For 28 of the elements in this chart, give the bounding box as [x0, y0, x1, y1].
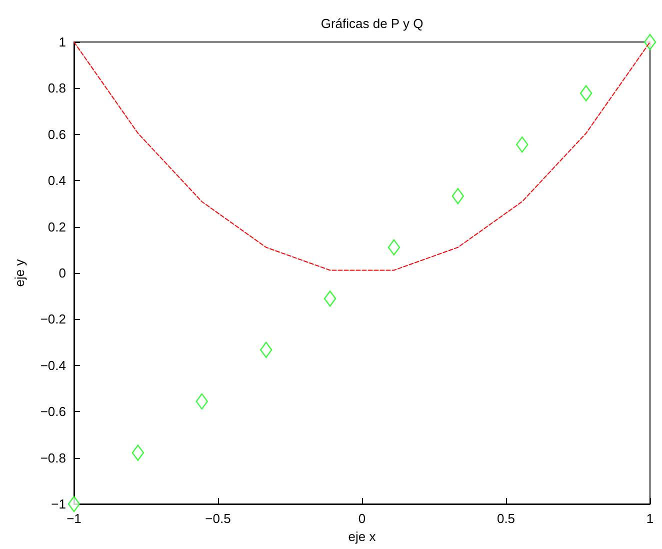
point — [68, 496, 80, 512]
y-tick-label: 0 — [58, 266, 66, 280]
y-axis-title: eje y — [12, 258, 27, 287]
y-tick-label: −0.2 — [40, 312, 66, 327]
y-tick-label: −0.8 — [40, 450, 66, 466]
x-tick-label: 0 — [358, 511, 366, 526]
x-tick-label: 1 — [646, 511, 654, 526]
point — [196, 393, 208, 410]
point — [324, 290, 336, 307]
y-tick-label: 0.2 — [48, 219, 66, 234]
y-tick-label: 0.4 — [48, 173, 66, 188]
point — [580, 85, 592, 102]
chart-title: Gráficas de P y Q — [320, 16, 424, 31]
point — [452, 188, 464, 204]
point — [644, 34, 656, 50]
y-tick-label: −1 — [51, 496, 66, 512]
point — [516, 136, 528, 153]
y-tick-label: 0.6 — [48, 126, 66, 142]
x-tick-label: −0.5 — [205, 511, 231, 526]
x-tick-label: 0.5 — [496, 511, 516, 526]
point — [132, 444, 144, 461]
point — [388, 239, 400, 256]
y-tick-label: −0.6 — [40, 404, 66, 420]
point — [260, 342, 272, 358]
y-tick-label: −0.4 — [40, 358, 66, 373]
y-tick-label: 1 — [58, 34, 66, 50]
y-tick-label: 0.8 — [48, 80, 66, 96]
x-axis-title: eje x — [348, 528, 376, 544]
